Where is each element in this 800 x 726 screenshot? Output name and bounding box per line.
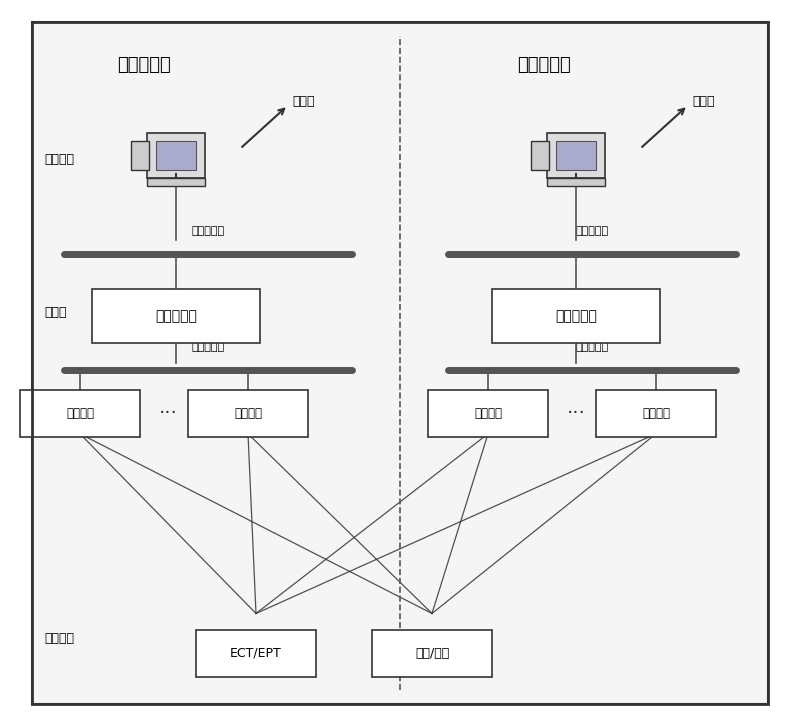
FancyBboxPatch shape	[147, 133, 205, 178]
FancyBboxPatch shape	[131, 141, 149, 170]
FancyBboxPatch shape	[428, 391, 548, 437]
FancyBboxPatch shape	[188, 391, 308, 437]
FancyBboxPatch shape	[531, 141, 549, 170]
Text: ···: ···	[158, 404, 178, 423]
FancyBboxPatch shape	[92, 289, 260, 343]
Text: ECT/EPT: ECT/EPT	[230, 647, 282, 660]
Text: 开关/刀闸: 开关/刀闸	[415, 647, 449, 660]
Text: ···: ···	[566, 404, 586, 423]
Text: 一次设备: 一次设备	[44, 632, 74, 645]
FancyBboxPatch shape	[372, 629, 492, 677]
Text: 光纤以太网: 光纤以太网	[191, 342, 225, 352]
FancyBboxPatch shape	[547, 179, 605, 186]
Text: 过程层: 过程层	[44, 415, 66, 428]
FancyBboxPatch shape	[547, 133, 605, 178]
Text: 系统控制器: 系统控制器	[155, 309, 197, 323]
Text: 智能终端: 智能终端	[474, 407, 502, 420]
FancyBboxPatch shape	[196, 629, 316, 677]
Text: 至调度: 至调度	[692, 95, 714, 108]
Text: 系统控制器: 系统控制器	[555, 309, 597, 323]
Text: 至调度: 至调度	[292, 95, 314, 108]
FancyBboxPatch shape	[156, 141, 196, 170]
Text: 间隔层: 间隔层	[44, 306, 66, 319]
FancyBboxPatch shape	[32, 22, 768, 704]
Text: 系统（主）: 系统（主）	[117, 57, 171, 74]
FancyBboxPatch shape	[596, 391, 716, 437]
FancyBboxPatch shape	[492, 289, 660, 343]
Text: 变电站层: 变电站层	[44, 153, 74, 166]
FancyBboxPatch shape	[20, 391, 140, 437]
Text: 智能终端: 智能终端	[66, 407, 94, 420]
FancyBboxPatch shape	[556, 141, 596, 170]
Text: 系统（备）: 系统（备）	[517, 57, 571, 74]
Text: 光纤以太网: 光纤以太网	[575, 226, 609, 236]
Text: 智能终端: 智能终端	[642, 407, 670, 420]
Text: 智能终端: 智能终端	[234, 407, 262, 420]
Text: 光纤以太网: 光纤以太网	[575, 342, 609, 352]
FancyBboxPatch shape	[147, 179, 205, 186]
Text: 光纤以太网: 光纤以太网	[191, 226, 225, 236]
